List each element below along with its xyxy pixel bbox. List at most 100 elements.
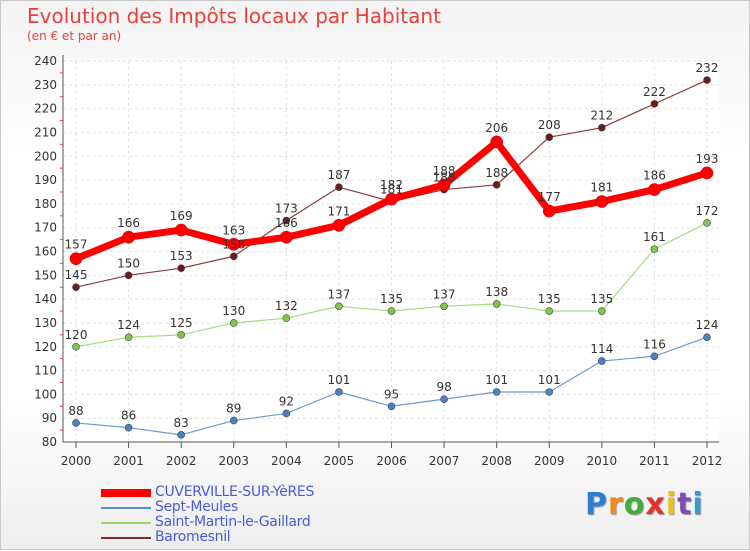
data-point <box>542 204 556 218</box>
data-label: 188 <box>433 164 456 178</box>
y-tick-label: 230 <box>34 78 57 92</box>
data-label: 161 <box>643 230 666 244</box>
data-label: 171 <box>327 204 350 218</box>
x-tick-label: 2003 <box>218 454 249 468</box>
logo-letter: i <box>692 487 704 522</box>
data-label: 169 <box>170 209 193 223</box>
data-label: 89 <box>226 402 241 416</box>
proxiti-logo: Proxiti <box>585 487 704 522</box>
legend-swatch <box>101 522 151 524</box>
x-tick-label: 2002 <box>166 454 197 468</box>
y-tick-label: 130 <box>34 316 57 330</box>
logo-letter: o <box>623 487 646 522</box>
data-label: 166 <box>117 216 140 230</box>
data-point <box>177 264 185 272</box>
data-label: 186 <box>433 171 456 185</box>
y-tick-label: 90 <box>42 411 57 425</box>
data-point <box>227 238 241 251</box>
data-label: 135 <box>538 292 561 306</box>
legend-swatch <box>101 489 151 497</box>
data-label: 208 <box>538 118 561 132</box>
y-tick-label: 180 <box>34 197 57 211</box>
data-point <box>124 271 133 280</box>
data-point <box>440 395 448 403</box>
data-point <box>700 166 714 180</box>
data-point <box>229 319 238 327</box>
data-point <box>387 402 396 411</box>
x-tick-label: 2005 <box>324 454 355 468</box>
data-label: 206 <box>485 121 508 135</box>
logo-letter: t <box>677 487 693 522</box>
y-tick-label: 170 <box>34 221 57 235</box>
data-label: 232 <box>696 61 719 75</box>
data-label: 124 <box>117 318 140 332</box>
data-point <box>492 181 501 189</box>
logo-letter: i <box>665 487 678 522</box>
data-label: 186 <box>643 169 666 183</box>
data-point <box>595 195 609 208</box>
data-point <box>598 123 606 132</box>
data-label: 163 <box>222 223 245 237</box>
data-label: 187 <box>327 168 350 182</box>
data-point <box>174 223 188 237</box>
data-label: 135 <box>590 292 613 306</box>
data-point <box>703 219 711 227</box>
legend-swatch <box>101 507 151 509</box>
data-label: 137 <box>433 287 456 301</box>
x-tick-label: 2010 <box>587 454 618 468</box>
chart-subtitle: (en € et par an) <box>27 29 122 43</box>
data-point <box>280 230 293 244</box>
data-point <box>229 252 238 261</box>
legend-swatch <box>101 537 151 539</box>
legend-label: CUVERVILLE-SUR-YèRES <box>155 484 315 500</box>
data-point <box>122 230 135 244</box>
logo-letter: x <box>645 487 666 522</box>
data-label: 86 <box>121 409 136 423</box>
data-label: 172 <box>696 204 719 218</box>
y-tick-label: 220 <box>34 102 57 116</box>
data-label: 157 <box>65 238 88 252</box>
data-label: 193 <box>696 152 719 166</box>
logo-letter: r <box>608 487 624 522</box>
y-tick-label: 100 <box>34 387 57 401</box>
data-point <box>124 423 133 432</box>
data-label: 101 <box>538 373 561 387</box>
data-label: 125 <box>170 316 193 330</box>
x-tick-label: 2008 <box>481 454 512 468</box>
data-point <box>124 333 133 342</box>
data-label: 181 <box>590 180 613 194</box>
y-tick-label: 190 <box>34 173 57 187</box>
y-tick-label: 240 <box>34 54 57 68</box>
chart-title: Evolution des Impôts locaux par Habitant <box>27 4 441 28</box>
data-label: 130 <box>222 304 245 318</box>
data-label: 166 <box>275 216 298 230</box>
data-point <box>650 100 659 108</box>
data-label: 181 <box>380 182 403 196</box>
legend-label: Baromesnil <box>155 529 231 545</box>
data-point <box>703 76 711 84</box>
legend-label: Saint-Martin-le-Gaillard <box>155 514 311 530</box>
data-point <box>545 307 554 315</box>
data-point <box>492 388 501 396</box>
data-label: 177 <box>538 190 561 204</box>
y-tick-label: 140 <box>34 292 57 306</box>
x-tick-label: 2006 <box>376 454 407 468</box>
data-label: 88 <box>68 404 83 418</box>
data-point <box>332 219 346 232</box>
data-point <box>72 283 80 292</box>
data-point <box>703 333 711 342</box>
data-point <box>387 307 396 315</box>
logo-letter: P <box>585 487 608 522</box>
data-label: 95 <box>384 387 399 401</box>
data-label: 150 <box>117 256 140 270</box>
data-label: 132 <box>275 299 298 313</box>
data-label: 138 <box>485 285 508 299</box>
data-point <box>385 192 398 206</box>
data-point <box>72 419 80 427</box>
x-tick-label: 2000 <box>61 454 92 468</box>
x-tick-label: 2012 <box>692 454 723 468</box>
data-label: 137 <box>327 287 350 301</box>
y-tick-label: 200 <box>34 149 57 163</box>
